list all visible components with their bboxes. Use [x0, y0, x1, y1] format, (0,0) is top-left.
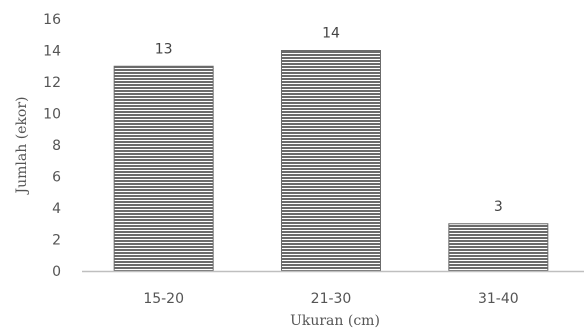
data-label: 13 — [155, 41, 173, 57]
y-tick-label: 10 — [43, 107, 61, 123]
bar-21-30 — [281, 50, 381, 272]
y-tick-label: 2 — [52, 233, 61, 249]
bar-15-20 — [113, 65, 214, 272]
y-tick-label: 8 — [52, 138, 61, 154]
y-tick-label: 0 — [52, 264, 61, 280]
y-tick-label: 14 — [43, 44, 61, 60]
x-tick-label: 21-30 — [311, 291, 352, 307]
data-labels-group: 13 14 3 — [155, 26, 503, 215]
y-tick-label: 16 — [43, 12, 61, 28]
bars-group — [113, 50, 549, 272]
x-axis-ticks: 15-20 21-30 31-40 — [143, 291, 518, 307]
data-label: 14 — [322, 26, 340, 42]
y-axis-ticks: 0 2 4 6 8 10 12 14 16 — [43, 12, 61, 280]
y-tick-label: 4 — [52, 201, 61, 217]
x-axis-title: Ukuran (cm) — [290, 313, 380, 329]
y-axis-title: Jumlah (ekor) — [14, 96, 30, 195]
y-tick-label: 12 — [43, 75, 61, 91]
y-tick-label: 6 — [52, 170, 61, 186]
x-tick-label: 15-20 — [143, 291, 184, 307]
bar-31-40 — [448, 223, 549, 272]
data-label: 3 — [494, 199, 503, 215]
x-tick-label: 31-40 — [478, 291, 519, 307]
